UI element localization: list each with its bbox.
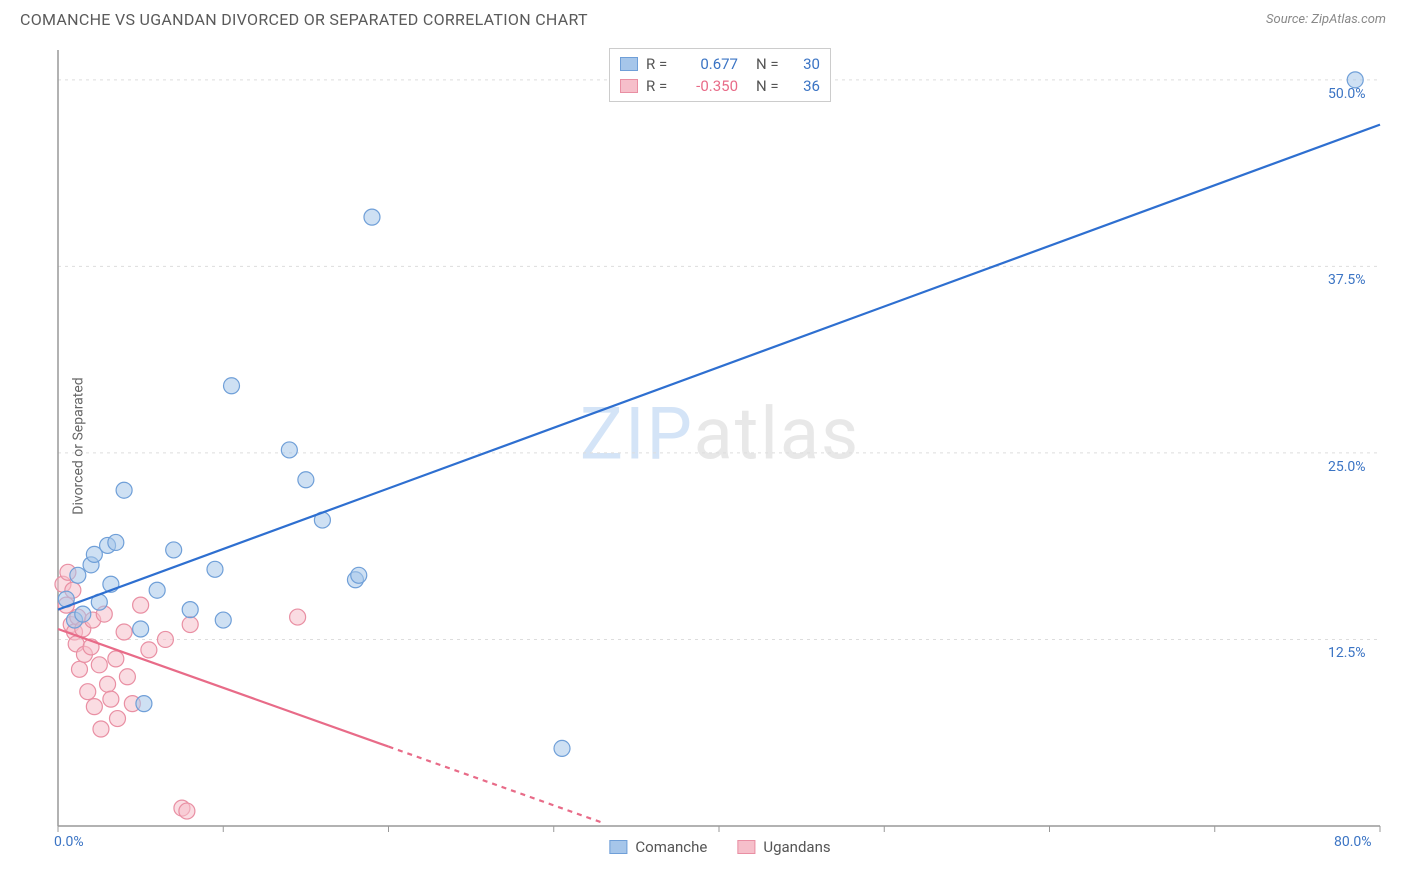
legend-label-comanche: Comanche <box>635 838 707 856</box>
legend-item-ugandans: Ugandans <box>737 838 830 856</box>
r-label: R = <box>646 55 674 73</box>
correlation-legend: R = 0.677 N = 30 R = -0.350 N = 36 <box>609 48 831 102</box>
chart-header: COMANCHE VS UGANDAN DIVORCED OR SEPARATE… <box>0 0 1406 37</box>
legend-row-comanche: R = 0.677 N = 30 <box>620 53 820 75</box>
axis-tick-label: 25.0% <box>1328 459 1366 475</box>
chart-title: COMANCHE VS UGANDAN DIVORCED OR SEPARATE… <box>20 10 588 29</box>
n-label: N = <box>756 77 784 95</box>
legend-item-comanche: Comanche <box>609 838 707 856</box>
r-value-comanche: 0.677 <box>682 55 738 73</box>
swatch-ugandans <box>620 79 638 93</box>
axis-tick-label: 80.0% <box>1334 834 1372 850</box>
r-value-ugandans: -0.350 <box>682 77 738 95</box>
axis-tick-label: 12.5% <box>1328 645 1366 661</box>
swatch-ugandans <box>737 840 755 854</box>
series-legend: Comanche Ugandans <box>609 838 830 856</box>
legend-row-ugandans: R = -0.350 N = 36 <box>620 75 820 97</box>
n-value-ugandans: 36 <box>792 77 820 95</box>
chart-plot-area: ZIPatlas R = 0.677 N = 30 R = -0.350 N =… <box>50 46 1390 854</box>
axis-tick-label: 0.0% <box>54 834 84 850</box>
n-label: N = <box>756 55 784 73</box>
axis-tick-label: 37.5% <box>1328 272 1366 288</box>
n-value-comanche: 30 <box>792 55 820 73</box>
swatch-comanche <box>609 840 627 854</box>
source-attribution: Source: ZipAtlas.com <box>1266 12 1386 27</box>
legend-label-ugandans: Ugandans <box>763 838 830 856</box>
swatch-comanche <box>620 57 638 71</box>
r-label: R = <box>646 77 674 95</box>
axis-tick-label: 50.0% <box>1328 86 1366 102</box>
scatter-chart-svg <box>50 46 1390 854</box>
